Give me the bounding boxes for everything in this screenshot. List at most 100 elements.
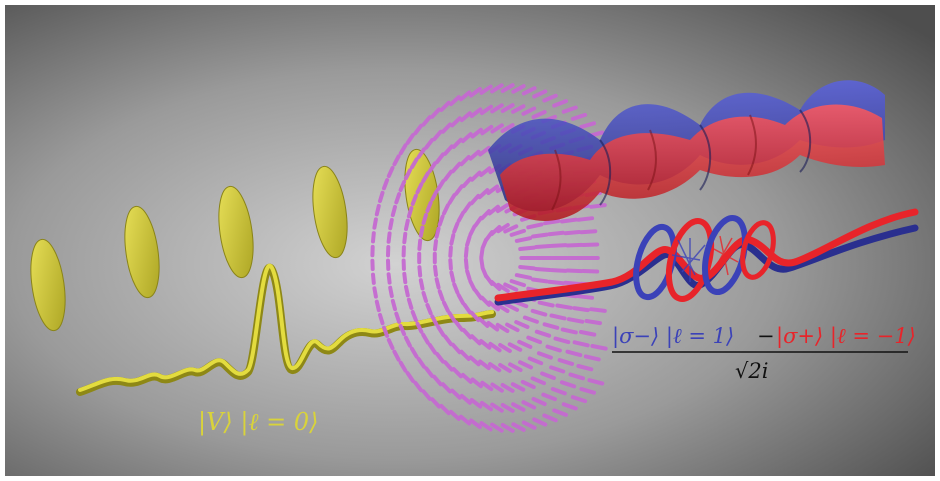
q-plate-dash [463,246,469,259]
q-plate-dash [545,344,562,353]
q-plate-dash [511,422,526,432]
q-plate-dash [469,310,481,323]
q-plate-dash [532,417,548,427]
q-plate-dash [534,329,552,338]
q-plate-dash [479,246,485,260]
q-plate-dash [402,271,408,285]
q-plate-dash [468,355,481,367]
q-plate-dash [415,321,424,334]
q-plate-dash [565,349,583,358]
q-plate-dash [549,268,568,273]
q-plate-dash [458,90,472,102]
q-plate-dash [451,137,463,149]
output-term-plus: |σ+⟩ |ℓ = −1⟩ [776,324,916,349]
q-plate-dash [421,212,428,226]
q-plate-dash [417,238,423,251]
q-plate-dash [568,372,585,381]
q-plate-dash [378,190,385,204]
q-plate-dash [514,273,533,280]
q-plate-dash [406,297,414,310]
q-plate-dash [436,179,446,191]
q-plate-dash [549,243,568,248]
q-plate-dash [371,272,376,285]
q-plate-dash [549,313,567,321]
q-plate-dash [509,228,526,237]
q-plate-dash [449,409,461,421]
q-plate-dash [386,337,395,351]
q-plate-dash [436,325,446,337]
q-plate-dash [555,303,573,310]
q-plate-dash [490,83,504,94]
q-plate-dash [560,217,578,224]
q-plate-dash [441,382,452,394]
q-plate-dash [460,372,473,384]
q-plate-dash [439,100,451,112]
q-plate-dash [430,397,441,409]
q-plate-dash [421,171,430,184]
q-plate-dash [542,93,558,103]
q-plate-dash [487,300,500,312]
q-plate-dash [514,236,533,243]
output-state-equation: |σ−⟩ |ℓ = 1⟩ − |σ+⟩ |ℓ = −1⟩ √2i [612,324,916,383]
q-plate-dash [398,143,408,156]
q-plate-dash [470,127,483,139]
q-plate-dash [521,420,537,430]
q-plate-dash [526,335,543,345]
q-plate-dash [579,330,597,337]
q-plate-dash [402,231,408,245]
q-plate-dash [394,311,402,324]
q-plate-dash [486,184,500,195]
q-plate-dash [520,379,536,390]
q-plate-dash [547,230,565,237]
q-plate-dash [496,223,510,234]
q-plate-dash [505,322,520,333]
q-plate-dash [371,231,376,244]
output-beams [494,208,919,306]
q-plate-dash [500,403,515,413]
q-plate-dash [461,176,473,188]
q-plate-dash [478,359,491,371]
q-plate-dash [490,103,504,114]
q-plate-dash [405,133,415,145]
q-plate-dash [406,206,414,219]
q-plate-dash [388,218,394,231]
q-plate-dash [490,422,504,433]
q-plate-dash [448,258,453,271]
q-plate-dash [435,352,445,364]
q-plate-dash [394,192,402,205]
q-plate-dash [447,193,457,205]
q-plate-dash [439,404,451,416]
q-plate-dash [479,104,493,116]
q-plate-dash [534,267,552,272]
q-plate-dash [398,324,407,337]
q-plate-dash [542,322,560,330]
q-plate-dash [530,308,548,317]
q-plate-dash [576,294,595,300]
q-plate-dash [488,341,502,353]
q-plate-dash [507,342,523,352]
q-plate-dash [468,149,481,161]
q-plate-dash [504,302,520,312]
q-plate-dash [449,233,456,246]
q-plate-dash [410,193,418,206]
q-plate-dash [413,380,424,393]
q-plate-dash [456,293,465,306]
q-plate-dash [487,204,500,216]
q-plate-dash [542,413,558,423]
q-plate-dash [469,87,482,98]
q-plate-dash [451,342,462,355]
q-plate-dash [498,343,512,353]
q-plate-dash [477,316,490,328]
q-plate-dash [435,152,445,164]
q-plate-dash [432,129,443,142]
q-plate-dash [572,340,590,348]
q-plate-dash [424,138,435,150]
q-plate-dash [386,272,392,285]
q-plate-dash [386,165,395,179]
q-plate-dash [496,282,510,293]
q-plate-dash [413,123,424,136]
q-plate-dash [517,339,533,349]
q-plate-dash [405,371,415,383]
q-plate-dash [478,145,491,157]
q-plate-dash [469,193,481,206]
